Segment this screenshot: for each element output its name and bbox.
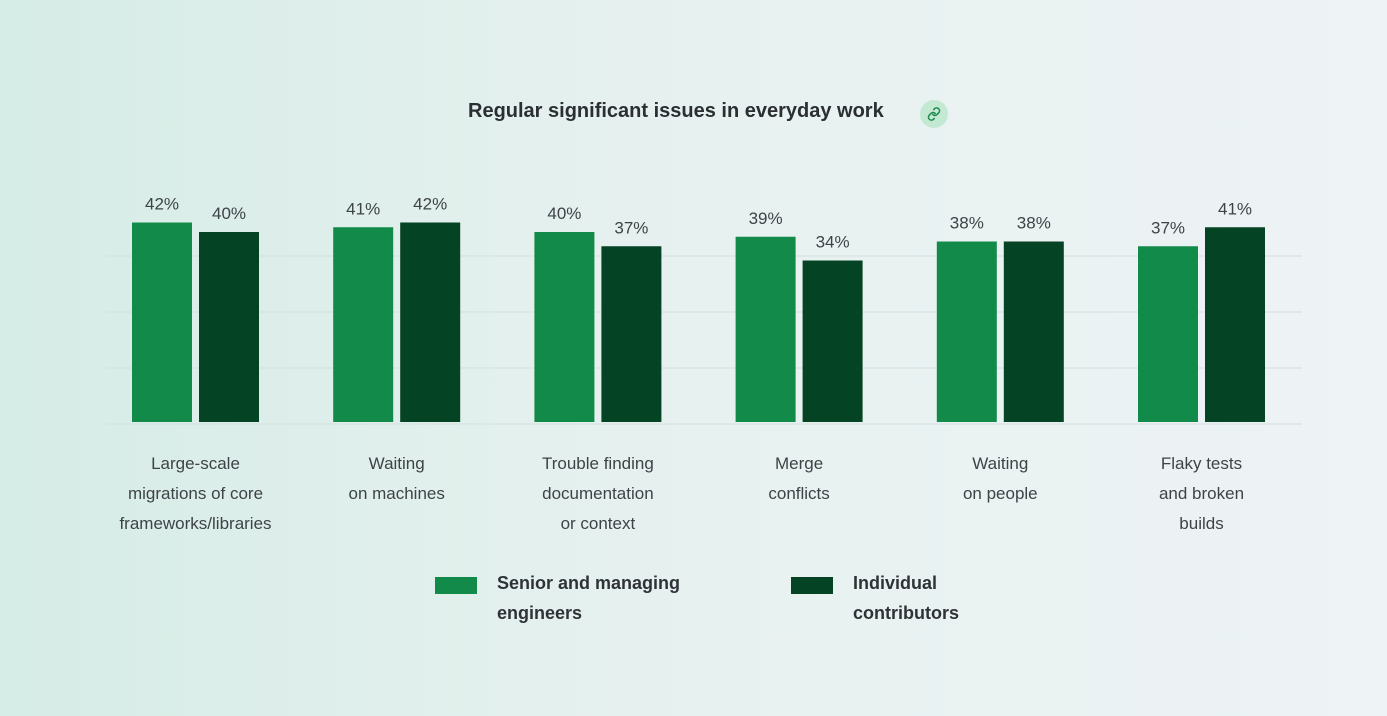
bar-senior-1 xyxy=(333,227,394,422)
legend-swatch-individual xyxy=(791,577,833,594)
bar-senior-4 xyxy=(936,241,997,422)
legend-item-senior: Senior and managing engineers xyxy=(435,573,697,628)
bar-individual-4 xyxy=(1003,241,1064,422)
data-label: 40% xyxy=(212,204,246,223)
bar-senior-3 xyxy=(735,236,796,422)
data-label: 38% xyxy=(950,214,984,233)
bar-senior-2 xyxy=(534,232,595,422)
bar-individual-5 xyxy=(1205,227,1265,422)
legend-swatch-senior xyxy=(435,577,477,594)
category-label: Merge conflicts xyxy=(768,454,830,503)
category-label: Large-scale migrations of core framework… xyxy=(119,454,272,533)
data-label: 39% xyxy=(749,209,783,228)
bar-individual-0 xyxy=(199,232,259,422)
bar-senior-0 xyxy=(132,222,192,422)
data-label: 40% xyxy=(547,204,581,223)
bar-senior-5 xyxy=(1138,246,1198,422)
data-label: 41% xyxy=(346,199,380,218)
category-label: Flaky tests and broken builds xyxy=(1158,454,1245,533)
bar-individual-1 xyxy=(400,222,461,422)
data-label: 37% xyxy=(614,218,648,237)
data-label: 34% xyxy=(816,233,850,252)
legend-label-senior: Senior and managing engineers xyxy=(497,573,681,623)
data-label: 42% xyxy=(413,195,447,214)
bar-individual-2 xyxy=(601,246,662,422)
data-label: 41% xyxy=(1218,199,1252,218)
legend-item-individual: Individual contributors xyxy=(791,573,1053,628)
category-label: Waiting on machines xyxy=(348,454,445,503)
legend-label-individual: Individual contributors xyxy=(853,573,959,623)
data-label: 37% xyxy=(1151,218,1185,237)
chart-title: Regular significant issues in everyday w… xyxy=(468,100,884,122)
data-label: 42% xyxy=(145,195,179,214)
category-label: Trouble finding documentation or context xyxy=(541,454,654,533)
data-label: 38% xyxy=(1017,214,1051,233)
copy-link-button[interactable] xyxy=(920,100,948,128)
link-icon xyxy=(927,107,941,121)
category-label: Waiting on people xyxy=(962,454,1038,503)
bar-individual-3 xyxy=(802,260,863,422)
